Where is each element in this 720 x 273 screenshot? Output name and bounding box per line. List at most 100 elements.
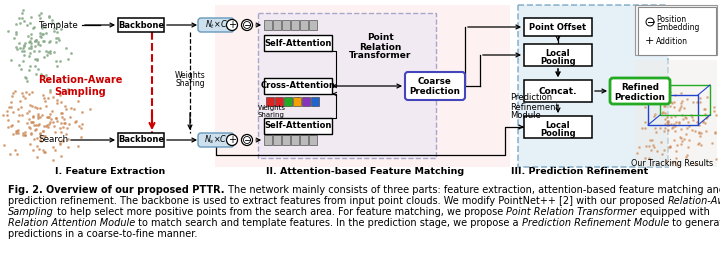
Point (14, 99, 26, 103)
Point (50, 116, 62, 121)
Point (38, 150, 50, 154)
Point (23, 109, 35, 113)
Point (38, 39, 50, 43)
Point (45, 51, 56, 55)
Point (43, 14, 55, 19)
Point (649, 112, 661, 116)
Point (659, 126, 670, 130)
Point (28, 48, 40, 53)
Point (30, 127, 41, 132)
Point (60, 131, 71, 136)
Point (10, 30, 22, 34)
Text: Sharing: Sharing (175, 79, 204, 88)
Point (34, 130, 45, 135)
Point (660, 111, 671, 115)
Point (10, 129, 22, 133)
Point (26, 90, 37, 94)
Point (0, 113, 9, 117)
Point (680, 131, 692, 136)
Point (73, 99, 84, 103)
Text: Refinement: Refinement (510, 102, 559, 111)
Bar (309, 20, 317, 30)
Point (669, 138, 680, 143)
Point (683, 124, 695, 128)
Point (50, 40, 61, 44)
Text: Our Tracking Results: Our Tracking Results (631, 159, 713, 168)
Point (12, 47, 23, 51)
Point (669, 93, 680, 97)
Point (683, 138, 694, 142)
Circle shape (241, 135, 253, 146)
Point (42, 96, 54, 100)
Point (675, 127, 686, 131)
Point (17, 131, 28, 136)
Point (687, 118, 698, 123)
Text: Addition: Addition (656, 37, 688, 46)
Bar (638, 7, 716, 55)
Point (665, 90, 676, 94)
FancyBboxPatch shape (610, 78, 670, 104)
Point (660, 159, 672, 163)
Point (10, 22, 22, 26)
Point (60, 104, 71, 109)
Point (4, 105, 15, 109)
Point (711, 157, 720, 162)
Point (52, 64, 63, 69)
FancyBboxPatch shape (198, 133, 234, 147)
Point (676, 139, 688, 143)
Point (26, 46, 37, 50)
Point (22, 111, 33, 115)
Text: Relation Attention Module: Relation Attention Module (8, 218, 135, 228)
Point (32, 106, 43, 111)
Point (29, 43, 40, 48)
Point (44, 111, 55, 116)
Point (52, 36, 63, 40)
Text: Pooling: Pooling (540, 129, 576, 138)
Point (9, 148, 21, 153)
Point (40, 73, 52, 77)
Point (17, 133, 29, 137)
Point (63, 122, 75, 126)
Point (706, 141, 718, 145)
Point (674, 134, 685, 139)
Point (0, 143, 9, 147)
Point (691, 100, 703, 104)
Text: Self-Attention: Self-Attention (264, 38, 332, 48)
Point (40, 49, 52, 54)
Point (14, 46, 25, 51)
Text: Local: Local (546, 49, 570, 58)
Point (36, 74, 48, 78)
Point (42, 53, 53, 57)
Point (17, 45, 28, 50)
Point (643, 155, 654, 160)
Text: Pooling: Pooling (540, 57, 576, 66)
Point (662, 123, 674, 127)
Point (693, 141, 705, 145)
Point (18, 53, 30, 57)
Point (23, 40, 35, 45)
Point (58, 125, 69, 129)
Point (10, 32, 22, 36)
Point (32, 42, 43, 47)
Point (665, 122, 677, 126)
Point (659, 103, 670, 108)
Point (76, 126, 87, 130)
Point (11, 131, 22, 136)
Point (685, 127, 697, 132)
Text: +: + (228, 135, 236, 145)
Point (31, 144, 42, 149)
Point (34, 137, 45, 142)
Point (35, 139, 47, 144)
Point (694, 134, 706, 138)
Point (13, 63, 24, 67)
Point (694, 99, 706, 104)
Point (25, 131, 37, 136)
Bar (291, 135, 299, 145)
Point (32, 116, 44, 120)
Point (36, 32, 48, 36)
Point (77, 122, 89, 126)
Point (25, 120, 37, 124)
Point (35, 43, 46, 47)
Point (32, 40, 44, 45)
Point (24, 103, 36, 107)
